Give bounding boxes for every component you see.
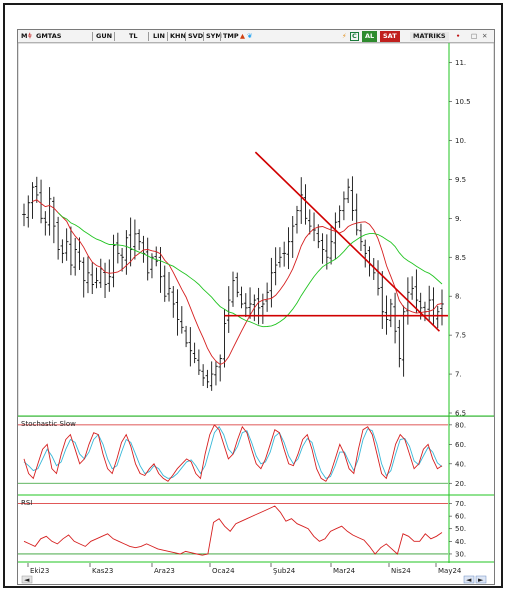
chart-toolbar: M ⫩ GMTAS GUN TL LIN KHN SVD SYM TMP ▲ ❦…: [18, 30, 494, 43]
stochastic-chart[interactable]: 80. 60. 40. 20. Stochastic Slow: [18, 417, 494, 496]
stochastic-k-line: [23, 424, 443, 482]
price-tick-label: 10.5: [455, 98, 471, 106]
rsi-line: [23, 505, 443, 556]
price-tick-label: 9.: [455, 215, 462, 223]
close-icon[interactable]: ✕: [482, 32, 488, 40]
rsi-pane[interactable]: 70. 60. 50. 40. 30. RSI: [18, 496, 494, 563]
scroll-left-icon: ◄: [24, 576, 30, 584]
scroll-right-left-button: [463, 575, 475, 584]
time-axis-bg: [18, 563, 494, 584]
rsi-tick-label: 50.: [455, 525, 466, 533]
time-axis-svg: Eki23 Kas23 Ara23 Oca24 Şub24 Mar24 Nis24 May24…: [18, 563, 494, 584]
thermometer-icon[interactable]: ▲: [240, 32, 245, 40]
twitter-icon[interactable]: ❦: [247, 32, 253, 40]
symbol-selector[interactable]: GMTAS: [36, 32, 62, 40]
rsi-tick-label: 40.: [455, 538, 466, 546]
moving-average-slow-line: [57, 212, 443, 328]
stochastic-tick-label: 60.: [455, 441, 466, 449]
stochastic-title: Stochastic Slow: [21, 420, 76, 428]
time-tick-label: Ara23: [154, 567, 175, 575]
price-tick-label: 7.: [455, 371, 462, 379]
scroll-right-left-icon: ◄: [466, 576, 472, 584]
svd-button[interactable]: SVD: [188, 32, 204, 40]
price-tick-label: 7.5: [455, 332, 466, 340]
time-tick-label: Şub24: [273, 567, 296, 575]
stochastic-tick-label: 80.: [455, 421, 466, 429]
brand-dot-icon: •: [456, 32, 461, 40]
moving-average-fast-line: [32, 199, 443, 366]
time-tick-label: Kas23: [92, 567, 113, 575]
price-tick-label: 9.5: [455, 176, 466, 184]
chart-area: M ⫩ GMTAS GUN TL LIN KHN SVD SYM TMP ▲ ❦…: [17, 29, 495, 585]
lightning-icon[interactable]: ⚡: [342, 32, 347, 40]
sym-button[interactable]: SYM: [206, 32, 222, 40]
candles-icon[interactable]: ⫩: [28, 32, 32, 40]
time-tick-label: Mar24: [333, 567, 356, 575]
tmp-button[interactable]: TMP: [223, 32, 239, 40]
rsi-tick-label: 60.: [455, 513, 466, 521]
time-tick-label: Eki23: [30, 567, 49, 575]
time-tick-label: Oca24: [212, 567, 235, 575]
stochastic-tick-label: 40.: [455, 460, 466, 468]
rsi-chart[interactable]: 70. 60. 50. 40. 30. RSI: [18, 496, 494, 563]
price-pane-bg: [17, 42, 495, 418]
time-tick-label: Nis24: [391, 567, 411, 575]
brand-logo: MATRIKS: [410, 32, 449, 41]
stochastic-pane[interactable]: 80. 60. 40. 20. Stochastic Slow: [18, 417, 494, 496]
price-tick-label: 10.: [455, 137, 466, 145]
price-tick-label: 11.: [455, 59, 466, 67]
khn-button[interactable]: KHN: [170, 32, 186, 40]
price-tick-label: 8.5: [455, 254, 466, 262]
refresh-icon[interactable]: C: [350, 32, 359, 41]
stochastic-tick-label: 20.: [455, 480, 466, 488]
price-tick-label: 8.: [455, 293, 462, 301]
scroll-left-button: [21, 575, 33, 584]
rsi-tick-label: 70.: [455, 500, 466, 508]
period-button[interactable]: GUN: [96, 32, 113, 40]
price-chart[interactable]: 11. 10.5 10. 9.5 9. 8.5 8. 7.5 7. 6.5: [17, 42, 495, 418]
time-tick-label: May24: [438, 567, 462, 575]
scroll-right-button: [475, 575, 487, 584]
rsi-title: RSI: [21, 499, 32, 507]
downtrend-line: [254, 151, 440, 332]
chart-window: M ⫩ GMTAS GUN TL LIN KHN SVD SYM TMP ▲ ❦…: [3, 3, 503, 588]
scroll-right-icon: ►: [478, 576, 484, 584]
buy-button[interactable]: AL: [362, 31, 378, 42]
scale-lin-button[interactable]: LIN: [153, 32, 166, 40]
minimize-icon[interactable]: □: [471, 32, 478, 40]
rsi-tick-label: 30.: [455, 550, 466, 558]
rsi-pane-bg: [18, 496, 494, 563]
price-pane[interactable]: 11. 10.5 10. 9.5 9. 8.5 8. 7.5 7. 6.5: [17, 42, 495, 418]
currency-button[interactable]: TL: [129, 32, 138, 40]
price-tick-label: 6.5: [455, 410, 466, 418]
sell-button[interactable]: SAT: [380, 31, 400, 42]
menu-button[interactable]: M: [21, 32, 28, 40]
time-axis: Eki23 Kas23 Ara23 Oca24 Şub24 Mar24 Nis24 May24…: [18, 563, 494, 584]
